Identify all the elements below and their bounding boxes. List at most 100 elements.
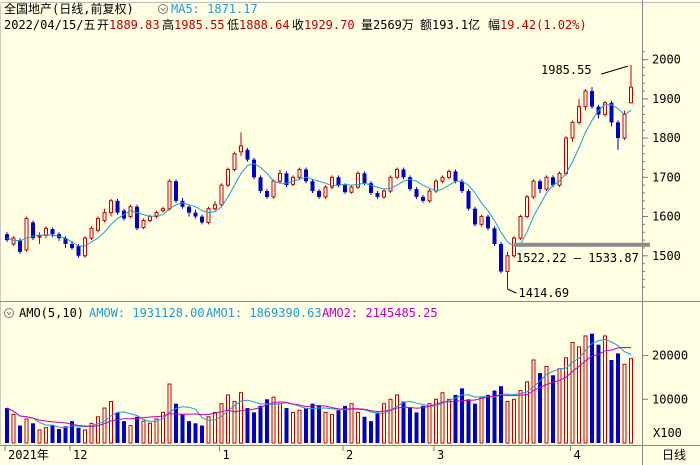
- amo-bar-up: [518, 390, 523, 444]
- amo-bar-down: [414, 412, 419, 443]
- candle-body-down: [115, 200, 120, 213]
- amo-bar-up: [512, 398, 516, 444]
- candle-body-up: [622, 114, 627, 139]
- amo-settings-icon[interactable]: [4, 308, 14, 318]
- amo-bar-down: [616, 353, 620, 443]
- candle-body-down: [473, 208, 477, 225]
- candle-body-up: [167, 180, 172, 210]
- candle-body-down: [5, 234, 9, 241]
- candle-body-down: [375, 193, 380, 197]
- candle-body-up: [96, 218, 100, 231]
- candle-body-up: [161, 208, 165, 212]
- date-tick-label: 4: [574, 448, 581, 462]
- amo-bar-down: [193, 423, 198, 443]
- candle-body-down: [408, 177, 412, 190]
- amo-bar-down: [317, 405, 321, 443]
- amo-bar-up: [544, 366, 549, 444]
- amo-bar-up: [11, 414, 16, 444]
- amo-bar-down: [245, 408, 250, 443]
- amo-bar-down: [18, 425, 22, 443]
- amo-bar-up: [141, 420, 146, 444]
- amo-bar-up: [330, 414, 334, 444]
- candle-body-down: [343, 185, 347, 193]
- candle-body-down: [317, 191, 321, 197]
- amo-bar-up: [154, 418, 159, 444]
- candle-body-down: [304, 169, 308, 182]
- amo-bar-down: [50, 425, 55, 443]
- amo-bar-up: [161, 411, 165, 444]
- amo-bar-up: [577, 346, 581, 444]
- amo2-line: [6, 346, 632, 427]
- info-high-label: 高: [162, 17, 174, 32]
- amo-bar-down: [63, 426, 68, 443]
- amo-bar-down: [174, 403, 178, 443]
- candle-body-up: [239, 145, 243, 153]
- amo-bar-up: [531, 359, 536, 444]
- info-high: 1985.55: [174, 18, 225, 32]
- amo-bar-up: [297, 409, 302, 444]
- amo-bar-down: [76, 427, 81, 443]
- candle-body-down: [258, 177, 263, 192]
- candle-body-up: [232, 153, 237, 170]
- amo-bar-down: [115, 412, 120, 443]
- candle-body-up: [219, 184, 224, 206]
- candle-body-up: [349, 186, 354, 193]
- candle-body-up: [356, 172, 360, 188]
- candle-body-down: [76, 245, 81, 256]
- info-date: 2022/04/15/五: [4, 18, 95, 32]
- amo-bar-down: [122, 421, 126, 443]
- amo-bar-up: [83, 429, 87, 444]
- amo-tick-label: 10000: [652, 392, 688, 406]
- amo-bar-down: [5, 408, 9, 443]
- amo-bar-down: [401, 401, 406, 443]
- candle-body-up: [531, 180, 536, 198]
- candle-body-down: [492, 228, 497, 244]
- amo-bar-up: [505, 400, 510, 444]
- candle-body-down: [70, 244, 74, 248]
- candle-body-up: [11, 237, 16, 245]
- date-tick-label: 2: [346, 448, 353, 462]
- candle-body-down: [50, 229, 55, 235]
- amo-unit-label: X100: [653, 426, 682, 440]
- price-tick-label: 1800: [652, 131, 681, 145]
- peak-annotation: 1985.55: [541, 63, 592, 77]
- period-label[interactable]: 日线: [662, 448, 686, 462]
- support-annotation: 1522.22 — 1533.87: [516, 251, 639, 265]
- candlestick-series: [5, 65, 633, 290]
- amo-bar-down: [304, 408, 308, 443]
- amo2-label: AMO2: 2145485.25: [322, 306, 438, 320]
- amo-bar-up: [583, 335, 588, 444]
- amo-bar-up: [102, 407, 107, 444]
- ma-settings-icon[interactable]: [158, 4, 168, 14]
- ma5-line: [6, 104, 632, 247]
- amo-bar-up: [44, 427, 48, 444]
- candle-body-down: [284, 173, 289, 186]
- amo-bar-up: [382, 403, 386, 444]
- amo-settings-icon-arrow: [6, 311, 12, 316]
- candle-body-down: [401, 169, 406, 178]
- price-tick-label: 1500: [652, 249, 681, 263]
- info-low: 1888.64: [239, 18, 290, 32]
- price-annotations: 1985.55 1414.69 1522.22 — 1533.87: [507, 63, 650, 300]
- candle-body-up: [89, 227, 94, 239]
- candle-body-down: [135, 206, 139, 229]
- amo-bar-up: [291, 411, 295, 444]
- amo-bar-down: [200, 425, 204, 443]
- candle-body-down: [193, 212, 198, 217]
- candle-body-up: [512, 237, 516, 257]
- amo-bar-down: [369, 421, 373, 443]
- amo-bar-up: [37, 429, 42, 444]
- candle-body-down: [414, 189, 419, 197]
- candle-body-up: [323, 186, 328, 198]
- amo-bar-up: [128, 425, 133, 444]
- amo-bar-down: [466, 399, 471, 443]
- amo-bar-down: [492, 390, 497, 443]
- amo-bar-down: [57, 429, 61, 443]
- candle-body-up: [382, 190, 386, 198]
- amo-bar-up: [239, 392, 243, 444]
- price-tick-label: 1600: [652, 210, 681, 224]
- candle-body-down: [551, 177, 555, 186]
- ma5-label: MA5: 1871.17: [171, 2, 258, 16]
- amo-bar-up: [479, 396, 484, 444]
